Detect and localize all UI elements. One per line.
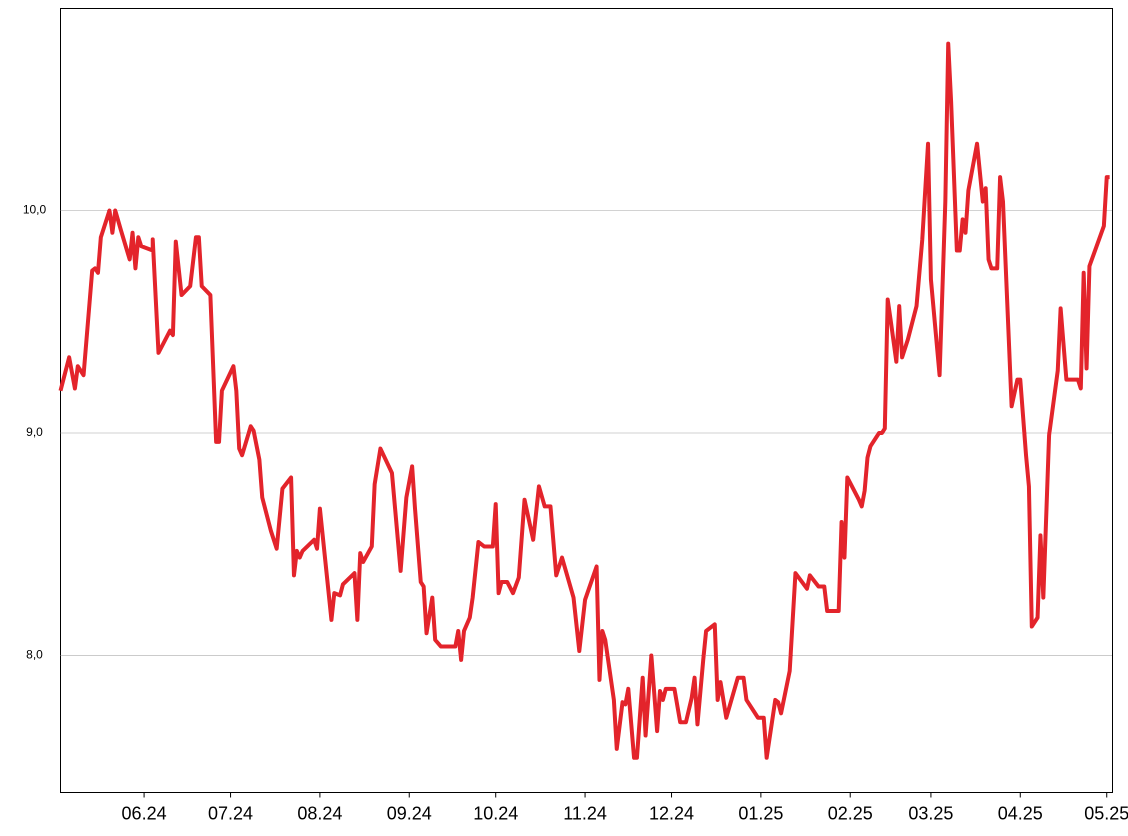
x-tick-label: 06.24: [122, 803, 167, 823]
x-tick-label: 04.25: [998, 803, 1043, 823]
data-line: [58, 41, 1110, 760]
x-tick-label: 03.25: [908, 803, 953, 823]
y-tick-label: 8,0: [26, 648, 43, 662]
y-tick-label: 9,0: [26, 425, 43, 439]
x-tick-label: 09.24: [387, 803, 432, 823]
x-tick-label: 10.24: [473, 803, 518, 823]
y-tick-label: 10,0: [23, 203, 47, 217]
x-tick-label: 01.25: [738, 803, 783, 823]
x-tick-label: 12.24: [649, 803, 694, 823]
x-tick-label: 02.25: [828, 803, 873, 823]
x-tick-label: 07.24: [208, 803, 253, 823]
plot-area: [60, 8, 1113, 793]
x-tick-label: 08.24: [297, 803, 342, 823]
x-tick-label: 05.25: [1084, 803, 1128, 823]
x-tick-label: 11.24: [563, 803, 607, 823]
